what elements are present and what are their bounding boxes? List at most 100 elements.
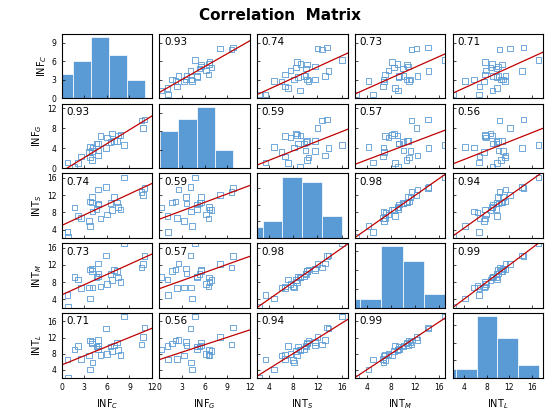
Point	[144, 357, 153, 364]
Point	[424, 68, 433, 75]
Point	[261, 159, 270, 166]
Point	[389, 207, 398, 214]
Point	[138, 245, 147, 252]
Point	[394, 346, 403, 353]
Point	[303, 268, 312, 274]
Point	[381, 215, 390, 222]
Point	[296, 346, 305, 353]
Point	[519, 252, 528, 259]
Point	[193, 206, 202, 213]
Bar	[55, 74, 73, 98]
Y-axis label: INT$_M$: INT$_M$	[31, 264, 44, 288]
Point	[239, 316, 248, 323]
Point	[493, 276, 502, 283]
Point	[70, 164, 79, 171]
Point	[352, 375, 361, 381]
Text: 0.93: 0.93	[66, 107, 89, 117]
Point	[301, 147, 310, 154]
Point	[228, 324, 237, 331]
Point	[384, 351, 393, 357]
Point	[137, 189, 146, 195]
Point	[88, 265, 97, 272]
Point	[407, 341, 416, 348]
Point	[302, 156, 311, 163]
Point	[205, 206, 214, 213]
Point	[404, 342, 413, 349]
Point	[286, 134, 295, 141]
Point	[480, 132, 489, 139]
Point	[500, 266, 509, 273]
Point	[384, 211, 393, 218]
Point	[88, 147, 97, 154]
Point	[381, 132, 390, 139]
Point	[379, 208, 388, 215]
Point	[195, 65, 204, 72]
Point	[449, 91, 458, 98]
Point	[94, 201, 102, 208]
Point	[85, 337, 94, 344]
Point	[290, 76, 298, 83]
Point	[404, 198, 413, 205]
X-axis label: INF$_C$: INF$_C$	[96, 397, 118, 411]
Point	[534, 142, 543, 148]
Point	[108, 207, 116, 214]
Point	[138, 387, 147, 394]
Point	[323, 116, 332, 123]
Point	[157, 346, 166, 353]
Text: 0.71: 0.71	[66, 317, 89, 326]
Point	[460, 295, 469, 302]
Point	[324, 252, 333, 259]
Point	[381, 357, 390, 364]
Point	[186, 284, 195, 291]
Point	[277, 352, 286, 359]
Point	[301, 270, 310, 277]
Bar	[179, 119, 197, 168]
Point	[391, 343, 400, 349]
Point	[269, 77, 278, 84]
Point	[474, 229, 483, 236]
Point	[204, 60, 213, 67]
Text: Correlation  Matrix: Correlation Matrix	[199, 8, 361, 24]
Point	[196, 342, 205, 349]
Point	[368, 159, 377, 166]
Point	[180, 78, 189, 85]
Point	[324, 325, 333, 332]
Point	[534, 240, 543, 247]
Point	[480, 283, 489, 290]
Point	[261, 292, 270, 299]
Point	[492, 200, 501, 207]
Point	[492, 206, 501, 213]
Point	[449, 234, 458, 240]
Point	[407, 117, 416, 124]
Point	[76, 355, 85, 362]
Point	[395, 73, 404, 79]
Point	[403, 61, 412, 68]
Point	[406, 339, 415, 345]
Point	[94, 260, 102, 267]
Bar	[456, 369, 477, 378]
Point	[301, 72, 310, 79]
Point	[293, 74, 302, 80]
Point	[96, 215, 105, 222]
Point	[167, 76, 176, 83]
Point	[92, 140, 101, 147]
Point	[323, 252, 332, 259]
Point	[480, 132, 489, 139]
Point	[412, 125, 421, 131]
Point	[398, 343, 407, 350]
Y-axis label: INF$_C$: INF$_C$	[35, 55, 49, 77]
Point	[499, 194, 508, 200]
Point	[389, 130, 398, 137]
Point	[63, 234, 72, 240]
Point	[488, 204, 497, 210]
Point	[109, 138, 118, 144]
Point	[171, 198, 180, 205]
Point	[195, 270, 204, 277]
Point	[423, 185, 432, 192]
Point	[303, 137, 312, 144]
Point	[302, 270, 311, 277]
Point	[398, 139, 407, 145]
Point	[473, 283, 482, 289]
Point	[290, 144, 298, 151]
Text: 0.59: 0.59	[262, 107, 285, 117]
